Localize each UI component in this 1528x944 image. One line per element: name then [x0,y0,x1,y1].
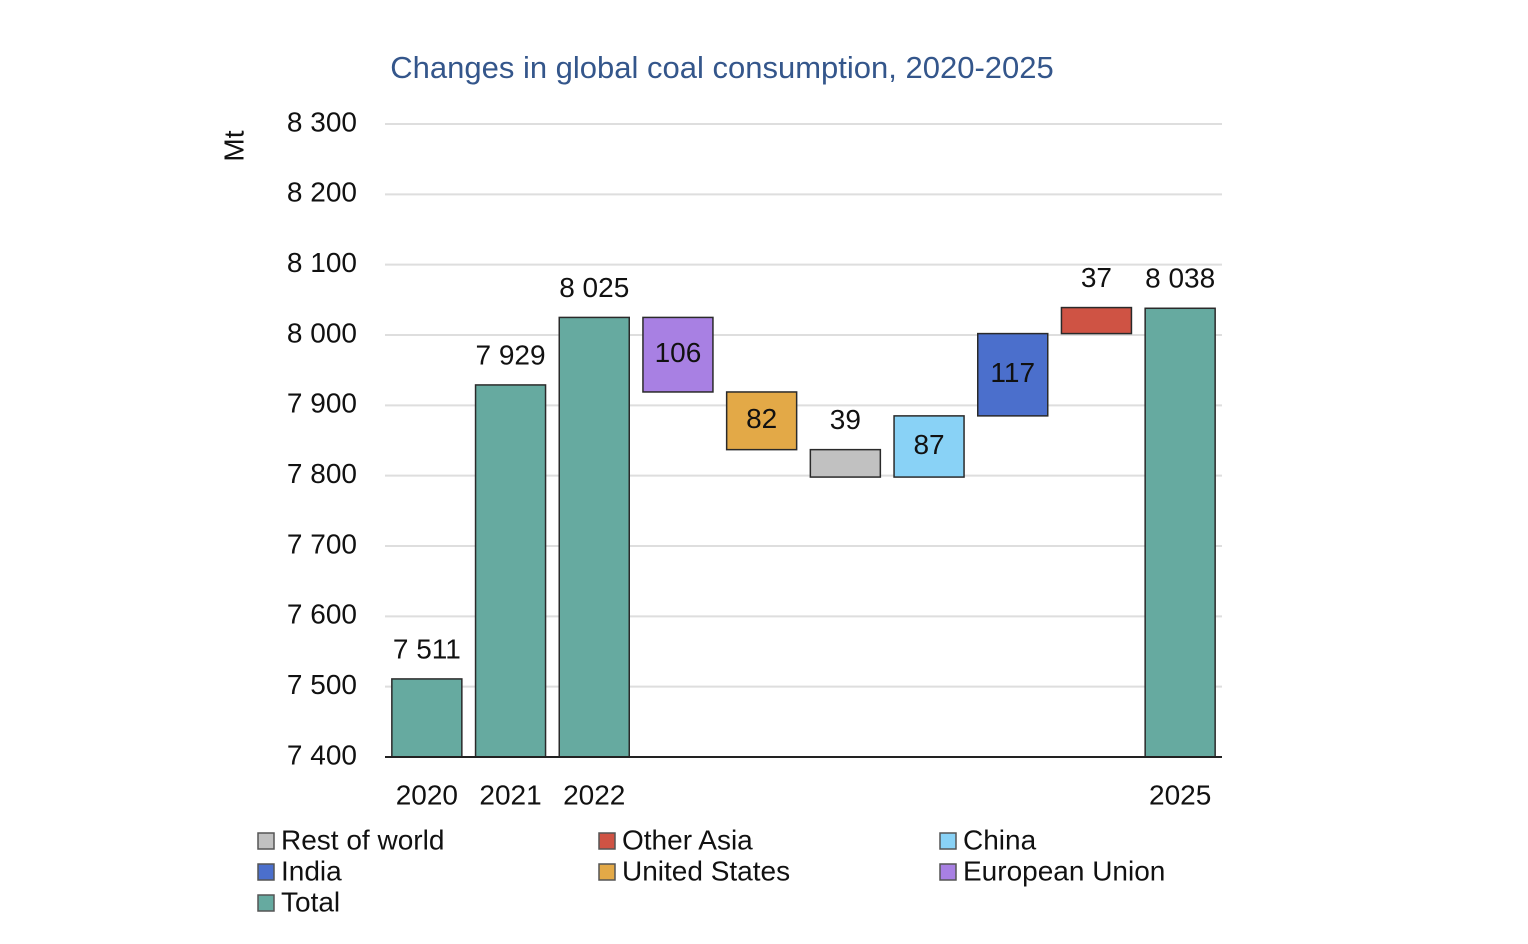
y-tick-label: 7 600 [287,599,357,630]
bar [1144,307,1216,758]
data-label: 87 [913,429,944,460]
bar [725,391,798,451]
bar [893,415,965,478]
data-label: 82 [746,403,777,434]
bar [1060,306,1133,335]
x-tick-label: 2021 [479,779,541,810]
data-label: 37 [1081,262,1112,293]
data-label: 8 025 [559,272,629,303]
legend-label: China [963,824,1037,855]
y-tick-label: 7 700 [287,528,357,559]
legend-swatch [939,863,957,881]
bar [809,448,882,478]
legend-label: United States [622,855,790,886]
data-label: 106 [655,337,702,368]
legend-swatch [598,863,616,881]
data-label: 7 929 [476,339,546,370]
y-axis-label: Mt [218,130,249,161]
y-tick-label: 8 000 [287,317,357,348]
bar [391,678,463,758]
bar [474,384,547,758]
bar [977,332,1049,417]
y-tick-label: 8 100 [287,247,357,278]
legend-swatch [939,832,957,850]
data-label: 117 [990,357,1035,388]
bar [558,316,630,758]
legend-label: European Union [963,855,1165,886]
data-label: 7 511 [393,633,461,664]
y-tick-label: 7 800 [287,458,357,489]
data-label: 39 [830,404,861,435]
y-tick-label: 7 900 [287,388,357,419]
y-tick-label: 8 300 [287,106,357,137]
x-tick-label: 2025 [1149,779,1211,810]
legend-swatch [257,894,275,912]
legend-swatch [257,832,275,850]
y-tick-label: 7 400 [287,739,357,770]
x-tick-label: 2022 [563,779,625,810]
y-tick-label: 8 200 [287,177,357,208]
y-tick-label: 7 500 [287,669,357,700]
x-tick-label: 2020 [396,779,458,810]
data-label: 8 038 [1145,263,1215,294]
legend-label: India [281,855,342,886]
legend-label: Rest of world [281,824,444,855]
legend-label: Other Asia [622,824,753,855]
bar [642,316,714,393]
chart-title: Changes in global coal consumption, 2020… [390,50,1054,85]
legend-swatch [598,832,616,850]
legend-swatch [257,863,275,881]
legend-label: Total [281,886,340,917]
